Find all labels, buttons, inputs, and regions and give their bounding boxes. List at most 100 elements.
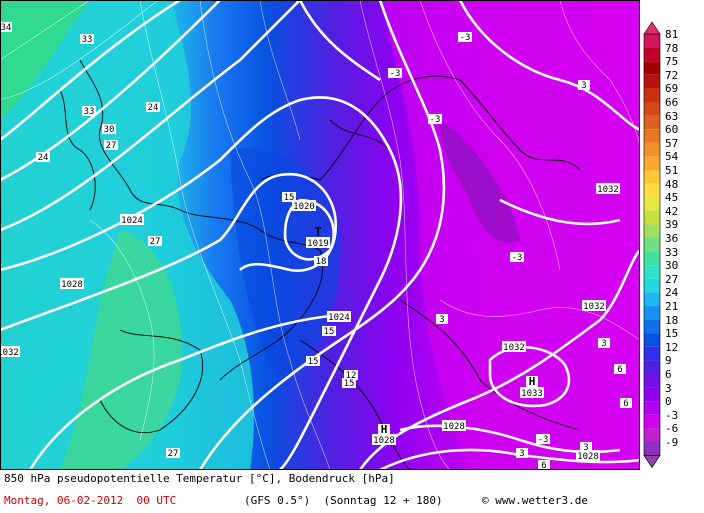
- warm-region-iberia: [60, 230, 182, 470]
- temp-label-text: 3: [439, 315, 444, 325]
- color-scale-label: 24: [665, 286, 679, 300]
- temp-label-text: -3: [538, 435, 549, 445]
- pressure-label: 1028: [576, 450, 600, 462]
- pressure-label: 1024: [327, 311, 351, 323]
- temp-label-text: 6: [617, 365, 622, 375]
- color-scale-label: 63: [665, 109, 679, 123]
- pressure-label-text: 1024: [121, 216, 143, 226]
- temp-label: 12: [344, 370, 358, 381]
- temp-label-text: 15: [344, 379, 355, 389]
- temp-label: 3: [436, 314, 448, 325]
- site-credit[interactable]: © www.wetter3.de: [482, 494, 588, 507]
- pressure-isobars: [0, 0, 640, 470]
- low-pressure-center: T 1019: [306, 225, 330, 249]
- pressure-label-text: 1032: [583, 302, 605, 312]
- temp-label-text: 15: [284, 193, 295, 203]
- high-symbol: H: [381, 423, 388, 436]
- low-symbol: T: [314, 225, 321, 239]
- color-scale-label: 66: [665, 96, 679, 109]
- color-scale-swatch: [644, 251, 660, 266]
- color-scale-label: 33: [665, 245, 679, 259]
- color-scale-label: 75: [665, 55, 679, 69]
- temp-label-text: 18: [316, 257, 327, 267]
- temp-label: 33: [80, 34, 94, 45]
- temp-label: 24: [146, 102, 160, 113]
- temp-label-text: 30: [104, 125, 115, 135]
- color-scale-legend: 81 78 75 72 69 66 63 60 57 54 51 48 45 42 39 36 33 30 27 24…: [640, 0, 704, 470]
- pressure-label: 1020: [292, 200, 316, 212]
- temp-label: 27: [166, 448, 180, 459]
- temp-label: 15: [322, 326, 336, 337]
- map-description: 850 hPa pseudopotentielle Temperatur [°C…: [4, 472, 395, 485]
- temp-label: 3: [580, 442, 592, 453]
- color-scale-label: 69: [665, 82, 679, 96]
- color-scale-swatch: [644, 278, 660, 293]
- temp-label: 3: [516, 448, 528, 459]
- color-scale-label: 54: [665, 150, 679, 164]
- temp-label: -3: [388, 68, 402, 79]
- color-scale-swatch: [644, 142, 660, 157]
- color-scale-swatch: [644, 319, 660, 334]
- pressure-label: 1028: [442, 420, 466, 432]
- temp-label-text: 24: [148, 103, 159, 113]
- temperature-isolines: [0, 0, 640, 470]
- temp-label: 6: [620, 398, 632, 409]
- color-scale-label: 78: [665, 41, 679, 55]
- color-scale-swatch: [644, 88, 660, 102]
- temp-label: 27: [104, 140, 118, 151]
- pressure-label-text: 1032: [597, 185, 619, 195]
- temp-label-text: 6: [541, 461, 546, 470]
- color-scale-swatch: [644, 102, 660, 116]
- color-scale-label: 42: [665, 204, 679, 218]
- color-scale-swatch: [644, 74, 660, 89]
- footer: 850 hPa pseudopotentielle Temperatur [°C…: [0, 470, 640, 513]
- color-scale-swatch: [644, 115, 660, 130]
- pressure-label-text: 1024: [328, 313, 350, 323]
- temp-label-text: -3: [460, 33, 471, 43]
- temp-label-text: 27: [150, 237, 161, 247]
- temp-label-text: 3: [601, 339, 606, 349]
- temp-label: 24: [36, 152, 50, 163]
- color-scale-label: 6: [665, 368, 672, 381]
- color-scale-swatch: [644, 442, 660, 456]
- high-symbol: H: [529, 375, 536, 388]
- temp-label: 6: [538, 460, 550, 470]
- color-scale-swatch: [644, 129, 660, 143]
- color-scale-swatch: [644, 387, 660, 402]
- temp-label: -3: [428, 114, 442, 125]
- color-scale-label: 81: [665, 28, 679, 41]
- color-scale-swatch: [644, 47, 660, 62]
- temp-label-text: -3: [512, 253, 523, 263]
- temp-label: 3: [578, 80, 590, 91]
- temp-label: 27: [148, 236, 162, 247]
- cold-core: [440, 120, 520, 243]
- color-scale-swatch: [644, 360, 660, 374]
- pressure-label: 1032: [582, 300, 606, 312]
- temp-label-text: 33: [82, 35, 93, 45]
- temp-label: 34: [0, 22, 12, 33]
- color-scale-swatch: [644, 333, 660, 347]
- color-scale-label: 39: [665, 218, 679, 232]
- map-frame: [0, 0, 640, 470]
- temp-label-text: 15: [308, 357, 319, 367]
- temp-label-text: -3: [390, 69, 401, 79]
- color-scale-swatch: [644, 156, 660, 170]
- color-scale-label: 51: [665, 164, 679, 177]
- color-scale-top-arrow: [643, 21, 661, 35]
- temp-label-text: 15: [324, 327, 335, 337]
- color-scale-swatch: [644, 401, 660, 415]
- temp-label: 30: [102, 124, 116, 135]
- color-scale-label: -9: [665, 436, 679, 449]
- pressure-label-text: 1028: [61, 280, 83, 290]
- temp-label: 15: [282, 192, 296, 203]
- high-value: 1028: [373, 436, 395, 446]
- color-scale-swatch: [644, 61, 660, 75]
- color-scale-swatch: [644, 170, 660, 184]
- temp-label-text: -3: [430, 115, 441, 125]
- pressure-label: 1032: [502, 341, 526, 353]
- map-labels: 1020 1024 1024 1028 1032 1032 1032 1028 …: [0, 22, 632, 470]
- color-scale-swatch: [644, 224, 660, 238]
- color-scale-swatch: [644, 210, 660, 225]
- temp-label-text: 6: [623, 399, 628, 409]
- temp-label-text: 33: [84, 107, 95, 117]
